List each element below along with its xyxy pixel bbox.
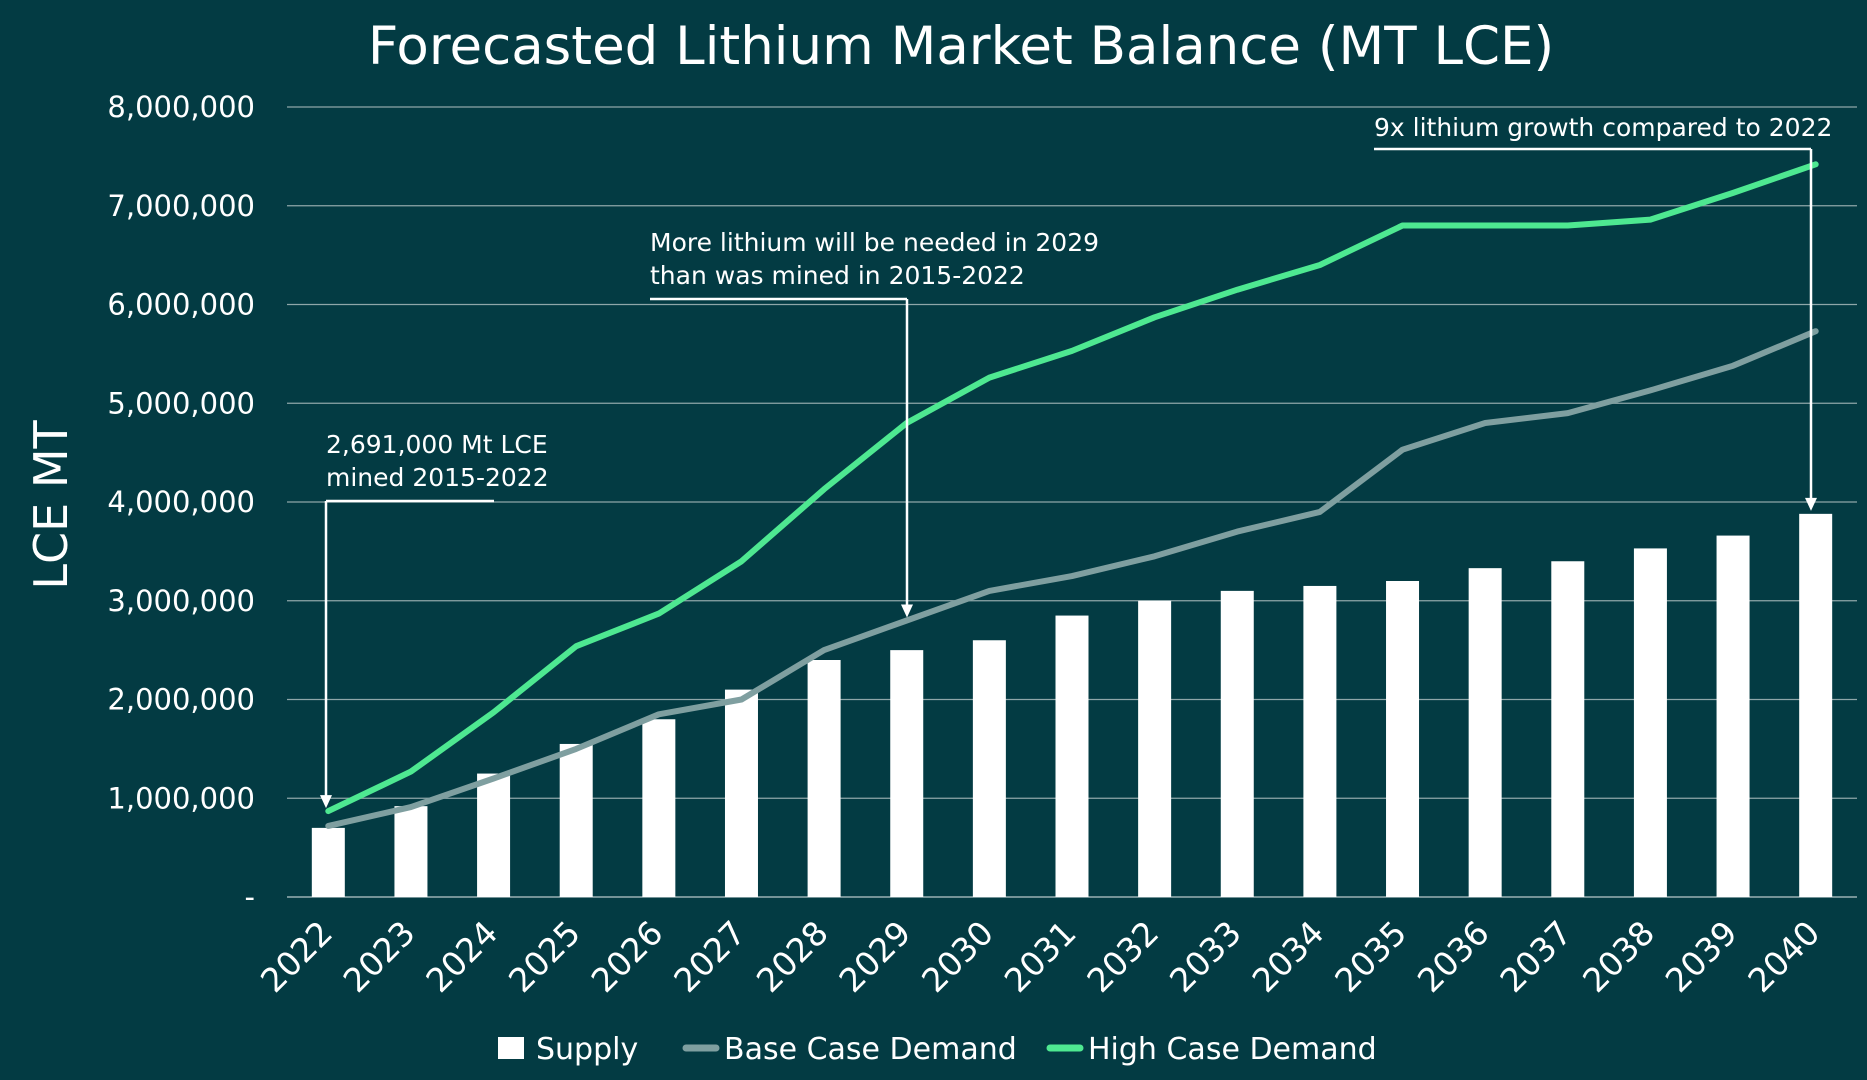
x-tick-label: 2037 bbox=[1492, 913, 1579, 1000]
bar-supply bbox=[1551, 561, 1585, 897]
x-tick-label: 2040 bbox=[1740, 913, 1827, 1000]
x-tick-label: 2034 bbox=[1245, 913, 1332, 1000]
y-axis-label: LCE MT bbox=[24, 419, 78, 589]
y-tick-label: 4,000,000 bbox=[107, 485, 255, 519]
bar-supply bbox=[807, 660, 841, 897]
line-base-case-demand bbox=[325, 328, 1819, 829]
gridlines bbox=[287, 106, 1857, 898]
line-high-case-demand bbox=[325, 161, 1819, 815]
x-tick-label: 2026 bbox=[584, 913, 671, 1000]
x-tick-label: 2035 bbox=[1327, 913, 1414, 1000]
y-tick-label: 6,000,000 bbox=[107, 288, 255, 322]
chart-title: Forecasted Lithium Market Balance (MT LC… bbox=[368, 16, 1554, 77]
x-tick-label: 2031 bbox=[997, 913, 1084, 1000]
x-tick-label: 2029 bbox=[831, 913, 918, 1000]
bar-supply bbox=[559, 743, 593, 897]
bar-supply bbox=[1468, 568, 1502, 897]
x-tick-label: 2023 bbox=[336, 913, 423, 1000]
arrowhead bbox=[901, 604, 913, 618]
y-tick-labels: - 1,000,000 2,000,000 3,000,000 4,000,000 5,0… bbox=[107, 90, 255, 914]
bar-supply bbox=[642, 719, 676, 897]
x-tick-label: 2024 bbox=[418, 913, 505, 1000]
x-tick-label: 2030 bbox=[914, 913, 1001, 1000]
bar-supply bbox=[1633, 548, 1667, 897]
annotation-text: 9x lithium growth compared to 2022 bbox=[1374, 113, 1832, 142]
y-tick-label: 2,000,000 bbox=[107, 683, 255, 717]
y-tick-label: - bbox=[245, 880, 255, 914]
legend-label: Supply bbox=[536, 1032, 638, 1067]
legend-label: High Case Demand bbox=[1088, 1032, 1377, 1067]
arrowhead bbox=[320, 795, 332, 809]
x-tick-label: 2022 bbox=[253, 913, 340, 1000]
annotation-text: than was mined in 2015-2022 bbox=[650, 261, 1025, 290]
bar-supply bbox=[890, 650, 924, 897]
bar-supply bbox=[1220, 590, 1254, 897]
x-tick-label: 2028 bbox=[749, 913, 836, 1000]
bar-supply bbox=[1386, 581, 1420, 897]
bar-supply bbox=[972, 640, 1006, 897]
legend-swatch bbox=[498, 1037, 524, 1059]
annotation-text: More lithium will be needed in 2029 bbox=[650, 228, 1099, 257]
y-tick-label: 7,000,000 bbox=[107, 189, 255, 223]
y-tick-label: 1,000,000 bbox=[107, 781, 255, 815]
bar-supply bbox=[1138, 600, 1172, 897]
x-tick-label: 2027 bbox=[666, 913, 753, 1000]
y-tick-label: 5,000,000 bbox=[107, 386, 255, 420]
bar-supply bbox=[394, 806, 428, 897]
y-tick-label: 3,000,000 bbox=[107, 584, 255, 618]
bar-supply bbox=[724, 689, 758, 897]
x-tick-labels: 2022202320242025202620272028202920302031… bbox=[253, 913, 1827, 1000]
annotation-text: 2,691,000 Mt LCE bbox=[326, 430, 548, 459]
x-tick-label: 2032 bbox=[1079, 913, 1166, 1000]
bar-supply bbox=[1716, 535, 1750, 897]
bar-supply bbox=[1799, 513, 1833, 897]
bar-supply bbox=[311, 827, 345, 897]
supply-bars bbox=[311, 513, 1833, 897]
y-tick-label: 8,000,000 bbox=[107, 90, 255, 124]
x-tick-label: 2039 bbox=[1658, 913, 1745, 1000]
x-tick-label: 2038 bbox=[1575, 913, 1662, 1000]
bar-supply bbox=[477, 773, 511, 897]
annotations: 2,691,000 Mt LCE mined 2015-2022 More lith… bbox=[320, 113, 1832, 809]
legend: Supply Base Case Demand High Case Demand bbox=[498, 1032, 1377, 1067]
x-tick-label: 2036 bbox=[1410, 913, 1497, 1000]
bar-supply bbox=[1303, 585, 1337, 897]
bar-supply bbox=[1055, 615, 1089, 897]
x-tick-label: 2033 bbox=[1162, 913, 1249, 1000]
annotation-text: mined 2015-2022 bbox=[326, 463, 549, 492]
arrowhead bbox=[1805, 497, 1817, 511]
demand-lines bbox=[325, 161, 1819, 829]
x-tick-label: 2025 bbox=[501, 913, 588, 1000]
legend-label: Base Case Demand bbox=[724, 1032, 1017, 1067]
